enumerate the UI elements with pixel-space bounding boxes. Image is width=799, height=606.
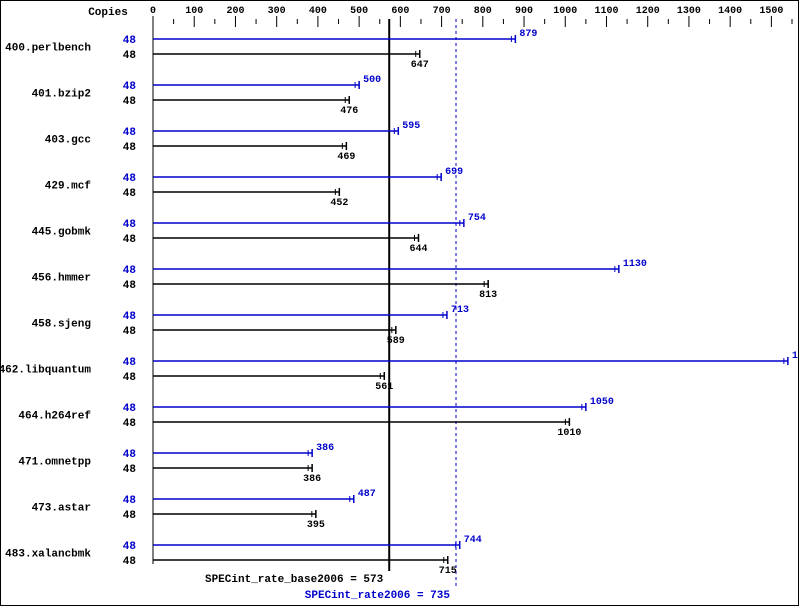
axis-tick-label: 600 [391, 6, 409, 17]
copies-peak: 48 [123, 219, 137, 231]
copies-base: 48 [123, 50, 137, 62]
benchmark-name: 471.omnetpp [18, 457, 91, 469]
benchmark-name: 462.libquantum [1, 365, 91, 377]
axis-tick-label: 100 [185, 6, 203, 17]
base-value-label: 589 [387, 336, 405, 347]
copies-base: 48 [123, 556, 137, 568]
peak-value-label: 487 [358, 489, 376, 500]
copies-peak: 48 [123, 173, 137, 185]
base-value-label: 476 [340, 106, 358, 117]
peak-value-label: 744 [464, 535, 482, 546]
peak-value-label: 500 [363, 75, 381, 86]
peak-value-label: 879 [519, 29, 537, 40]
axis-tick-label: 1400 [718, 6, 742, 17]
copies-peak: 48 [123, 81, 137, 93]
peak-value-label: 1050 [590, 397, 614, 408]
axis-tick-label: 500 [350, 6, 368, 17]
base-value-label: 386 [303, 474, 321, 485]
spec-rate-chart: 0 100 200 300 400 500 600 700 800 900 1000 1100 1200… [0, 0, 799, 606]
copies-base: 48 [123, 326, 137, 338]
copies-peak: 48 [123, 35, 137, 47]
base-value-label: 452 [330, 198, 348, 209]
peak-value-label: 754 [468, 213, 486, 224]
copies-base: 48 [123, 418, 137, 430]
benchmark-name: 403.gcc [45, 135, 91, 147]
copies-peak: 48 [123, 495, 137, 507]
axis-tick-label: 0 [150, 6, 156, 17]
copies-peak: 48 [123, 541, 137, 553]
peak-value-label: 1130 [623, 259, 647, 270]
axis-tick-label: 1100 [594, 6, 618, 17]
benchmark-name: 483.xalancbmk [5, 549, 91, 561]
base-value-label: 395 [307, 520, 325, 531]
copies-base: 48 [123, 510, 137, 522]
benchmark-name: 456.hmmer [32, 273, 91, 285]
base-value-label: 469 [337, 152, 355, 163]
copies-peak: 48 [123, 449, 137, 461]
copies-base: 48 [123, 96, 137, 108]
benchmark-name: 464.h264ref [18, 411, 91, 423]
axis-tick-label: 1500 [759, 6, 783, 17]
base-value-label: 813 [479, 290, 497, 301]
benchmark-name: 473.astar [32, 503, 91, 515]
copies-header: Copies [88, 7, 128, 19]
base-value-label: 715 [439, 566, 457, 577]
peak-value-label: 595 [402, 121, 420, 132]
base-value-label: 644 [409, 244, 427, 255]
benchmark-name: 458.sjeng [32, 319, 91, 331]
benchmark-name: 401.bzip2 [32, 89, 91, 101]
peak-value-label: 699 [445, 167, 463, 178]
copies-peak: 48 [123, 403, 137, 415]
copies-base: 48 [123, 142, 137, 154]
benchmark-name: 445.gobmk [32, 227, 92, 239]
copies-base: 48 [123, 372, 137, 384]
axis-tick-label: 1000 [553, 6, 577, 17]
copies-peak: 48 [123, 357, 137, 369]
benchmark-name: 429.mcf [45, 181, 92, 193]
axis-tick-label: 300 [268, 6, 286, 17]
copies-peak: 48 [123, 311, 137, 323]
peak-value-label: 1540 [792, 351, 798, 362]
axis-tick-label: 700 [433, 6, 451, 17]
base-value-label: 561 [375, 382, 393, 393]
axis-tick-label: 900 [515, 6, 533, 17]
base-value-label: 1010 [557, 428, 581, 439]
axis-tick-label: 1200 [636, 6, 660, 17]
peak-value-label: 713 [451, 305, 469, 316]
summary-base-label: SPECint_rate_base2006 = 573 [205, 574, 384, 586]
copies-base: 48 [123, 464, 137, 476]
summary-peak-label: SPECint_rate2006 = 735 [305, 590, 451, 602]
copies-base: 48 [123, 234, 137, 246]
axis-tick-label: 200 [226, 6, 244, 17]
axis-tick-label: 1300 [677, 6, 701, 17]
axis-tick-label: 400 [309, 6, 327, 17]
copies-base: 48 [123, 280, 137, 292]
benchmark-name: 400.perlbench [5, 43, 91, 55]
copies-peak: 48 [123, 127, 137, 139]
base-value-label: 647 [411, 60, 429, 71]
copies-peak: 48 [123, 265, 137, 277]
copies-base: 48 [123, 188, 137, 200]
axis-tick-label: 800 [474, 6, 492, 17]
peak-value-label: 386 [316, 443, 334, 454]
